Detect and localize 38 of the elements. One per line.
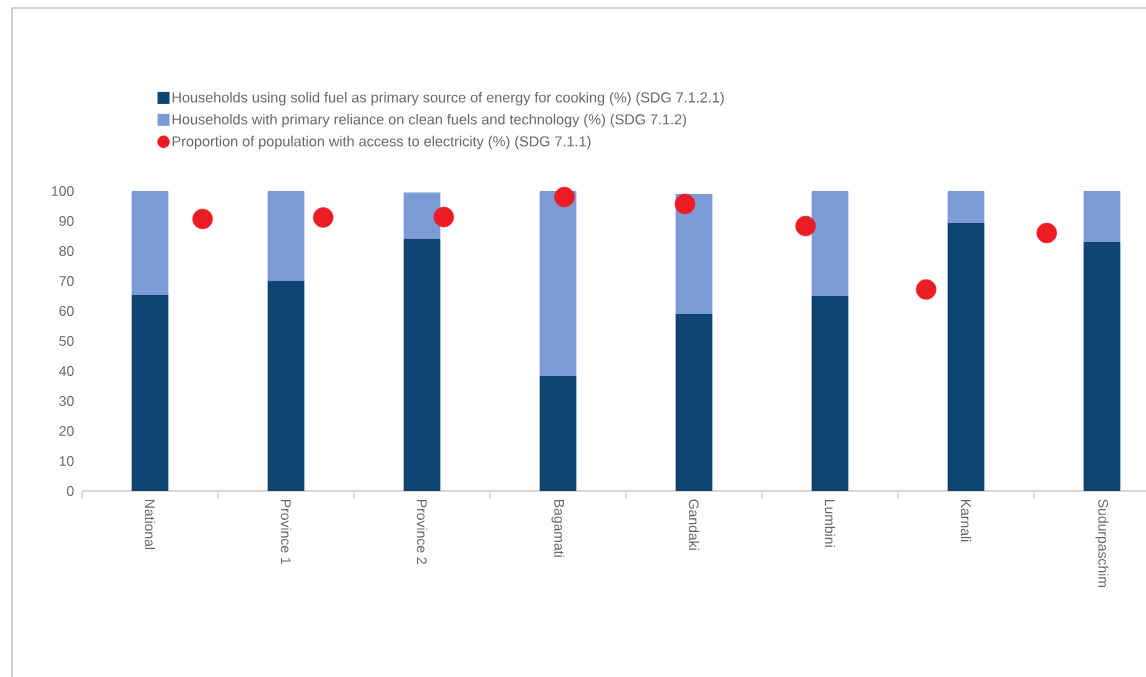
y-tick-label: 60 [59,306,74,316]
bar [947,191,985,223]
y-tick-label: 100 [52,186,74,196]
bar [539,375,577,491]
y-tick-label: 50 [59,336,74,346]
y-tick-label: 80 [59,246,74,256]
y-tick-label: 10 [59,456,74,466]
y-tick-label: 90 [59,216,74,226]
bar [267,191,305,281]
legend-label: Proportion of population with access to electricity (%) (SDG 7.1.1) [172,135,591,150]
bar [811,296,849,491]
legend-label: Households with primary reliance on clean fuels and technology (%) (SDG 7.1.2) [172,113,687,128]
bar [539,191,577,376]
bar [675,314,713,491]
x-tick-label: Karnali [960,499,972,542]
y-tick-label: 30 [59,396,74,406]
legend-label: Households using solid fuel as primary source of energy for cooking (%) (SDG 7.1.2.1) [172,91,724,106]
bar [675,194,713,314]
x-tick-label: Bagamati [551,499,565,557]
y-tick-label: 20 [59,426,74,436]
bar [947,222,985,491]
bar [131,191,169,295]
bar [267,281,305,491]
x-tick-label: Lumbini [824,499,836,547]
bar [131,294,169,491]
bar [1083,242,1121,491]
y-tick-label: 70 [59,276,74,286]
bar [403,239,441,491]
bar [811,191,849,296]
bar [403,192,441,239]
bar [1083,191,1121,242]
y-tick-label: 40 [59,366,74,376]
x-tick-label: Gandaki [688,499,700,550]
x-tick-label: National [144,499,156,550]
y-tick-label: 0 [67,486,74,496]
x-tick-label: Province 1 [280,499,292,564]
x-tick-label: Sudurpaschim [1095,499,1109,587]
x-tick-label: Province 2 [416,499,428,564]
